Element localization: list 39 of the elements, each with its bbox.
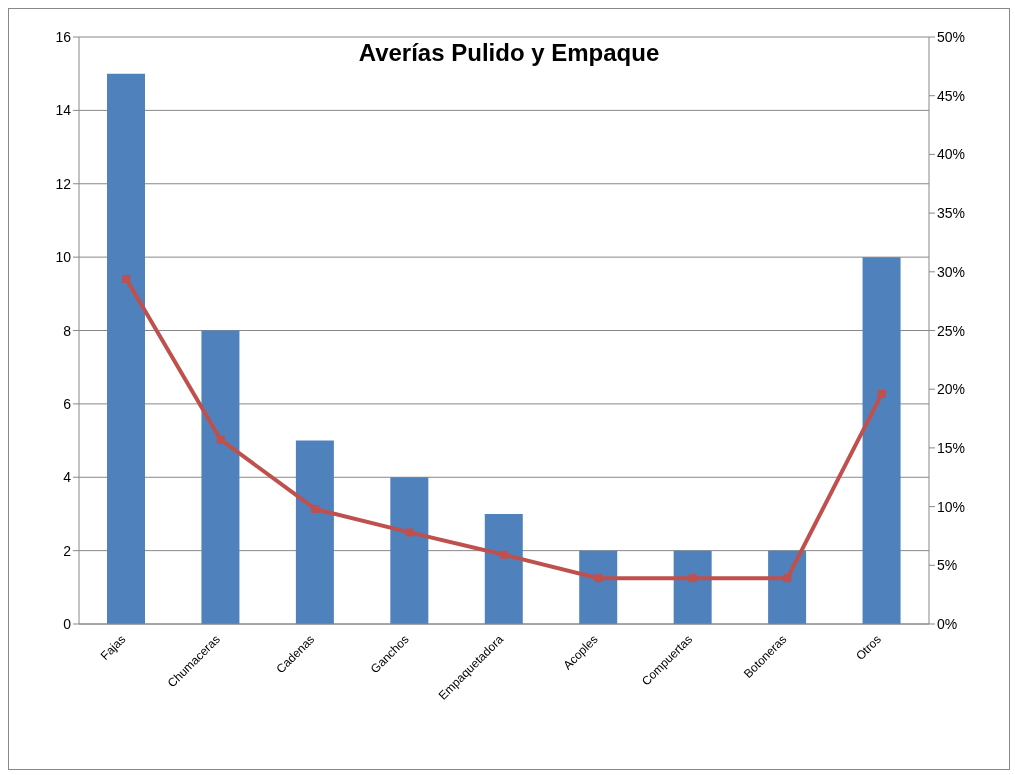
y-tick-label: 10 bbox=[55, 249, 72, 266]
y2-tick-label: 40% bbox=[937, 146, 966, 163]
point bbox=[594, 574, 603, 583]
point bbox=[122, 274, 131, 283]
y2-tick-label: 20% bbox=[937, 381, 966, 398]
y2-tick-label: 25% bbox=[937, 322, 966, 339]
y2-tick-label: 0% bbox=[937, 616, 958, 632]
bar bbox=[201, 330, 240, 624]
y-tick-label: 2 bbox=[63, 542, 72, 559]
y2-tick-label: 35% bbox=[937, 205, 966, 222]
bar bbox=[107, 73, 145, 624]
y2-tick-label: 5% bbox=[937, 557, 958, 574]
y2-tick-label: 50% bbox=[937, 29, 966, 45]
bar bbox=[295, 440, 334, 624]
point bbox=[311, 504, 320, 513]
bar bbox=[673, 550, 712, 624]
y-tick-label: 8 bbox=[63, 322, 72, 339]
y-tick-label: 6 bbox=[63, 395, 72, 412]
point bbox=[688, 574, 697, 583]
point bbox=[783, 574, 792, 583]
bar bbox=[862, 257, 901, 624]
point bbox=[405, 528, 414, 537]
y2-tick-label: 10% bbox=[937, 498, 966, 515]
y2-tick-label: 15% bbox=[937, 439, 966, 456]
bar bbox=[579, 550, 618, 624]
point bbox=[216, 435, 225, 444]
y-tick-label: 4 bbox=[63, 469, 72, 486]
y-tick-label: 16 bbox=[55, 29, 72, 45]
y-tick-label: 14 bbox=[55, 102, 72, 119]
bar bbox=[768, 550, 807, 624]
y2-tick-label: 45% bbox=[937, 87, 966, 104]
y-tick-label: 12 bbox=[55, 175, 72, 192]
point bbox=[500, 550, 508, 559]
point bbox=[877, 389, 886, 398]
bar bbox=[484, 513, 523, 624]
chart-title: Averías Pulido y Empaque bbox=[358, 39, 660, 66]
y2-tick-label: 30% bbox=[937, 263, 966, 280]
y-tick-label: 0 bbox=[63, 616, 72, 632]
bar bbox=[390, 477, 429, 624]
